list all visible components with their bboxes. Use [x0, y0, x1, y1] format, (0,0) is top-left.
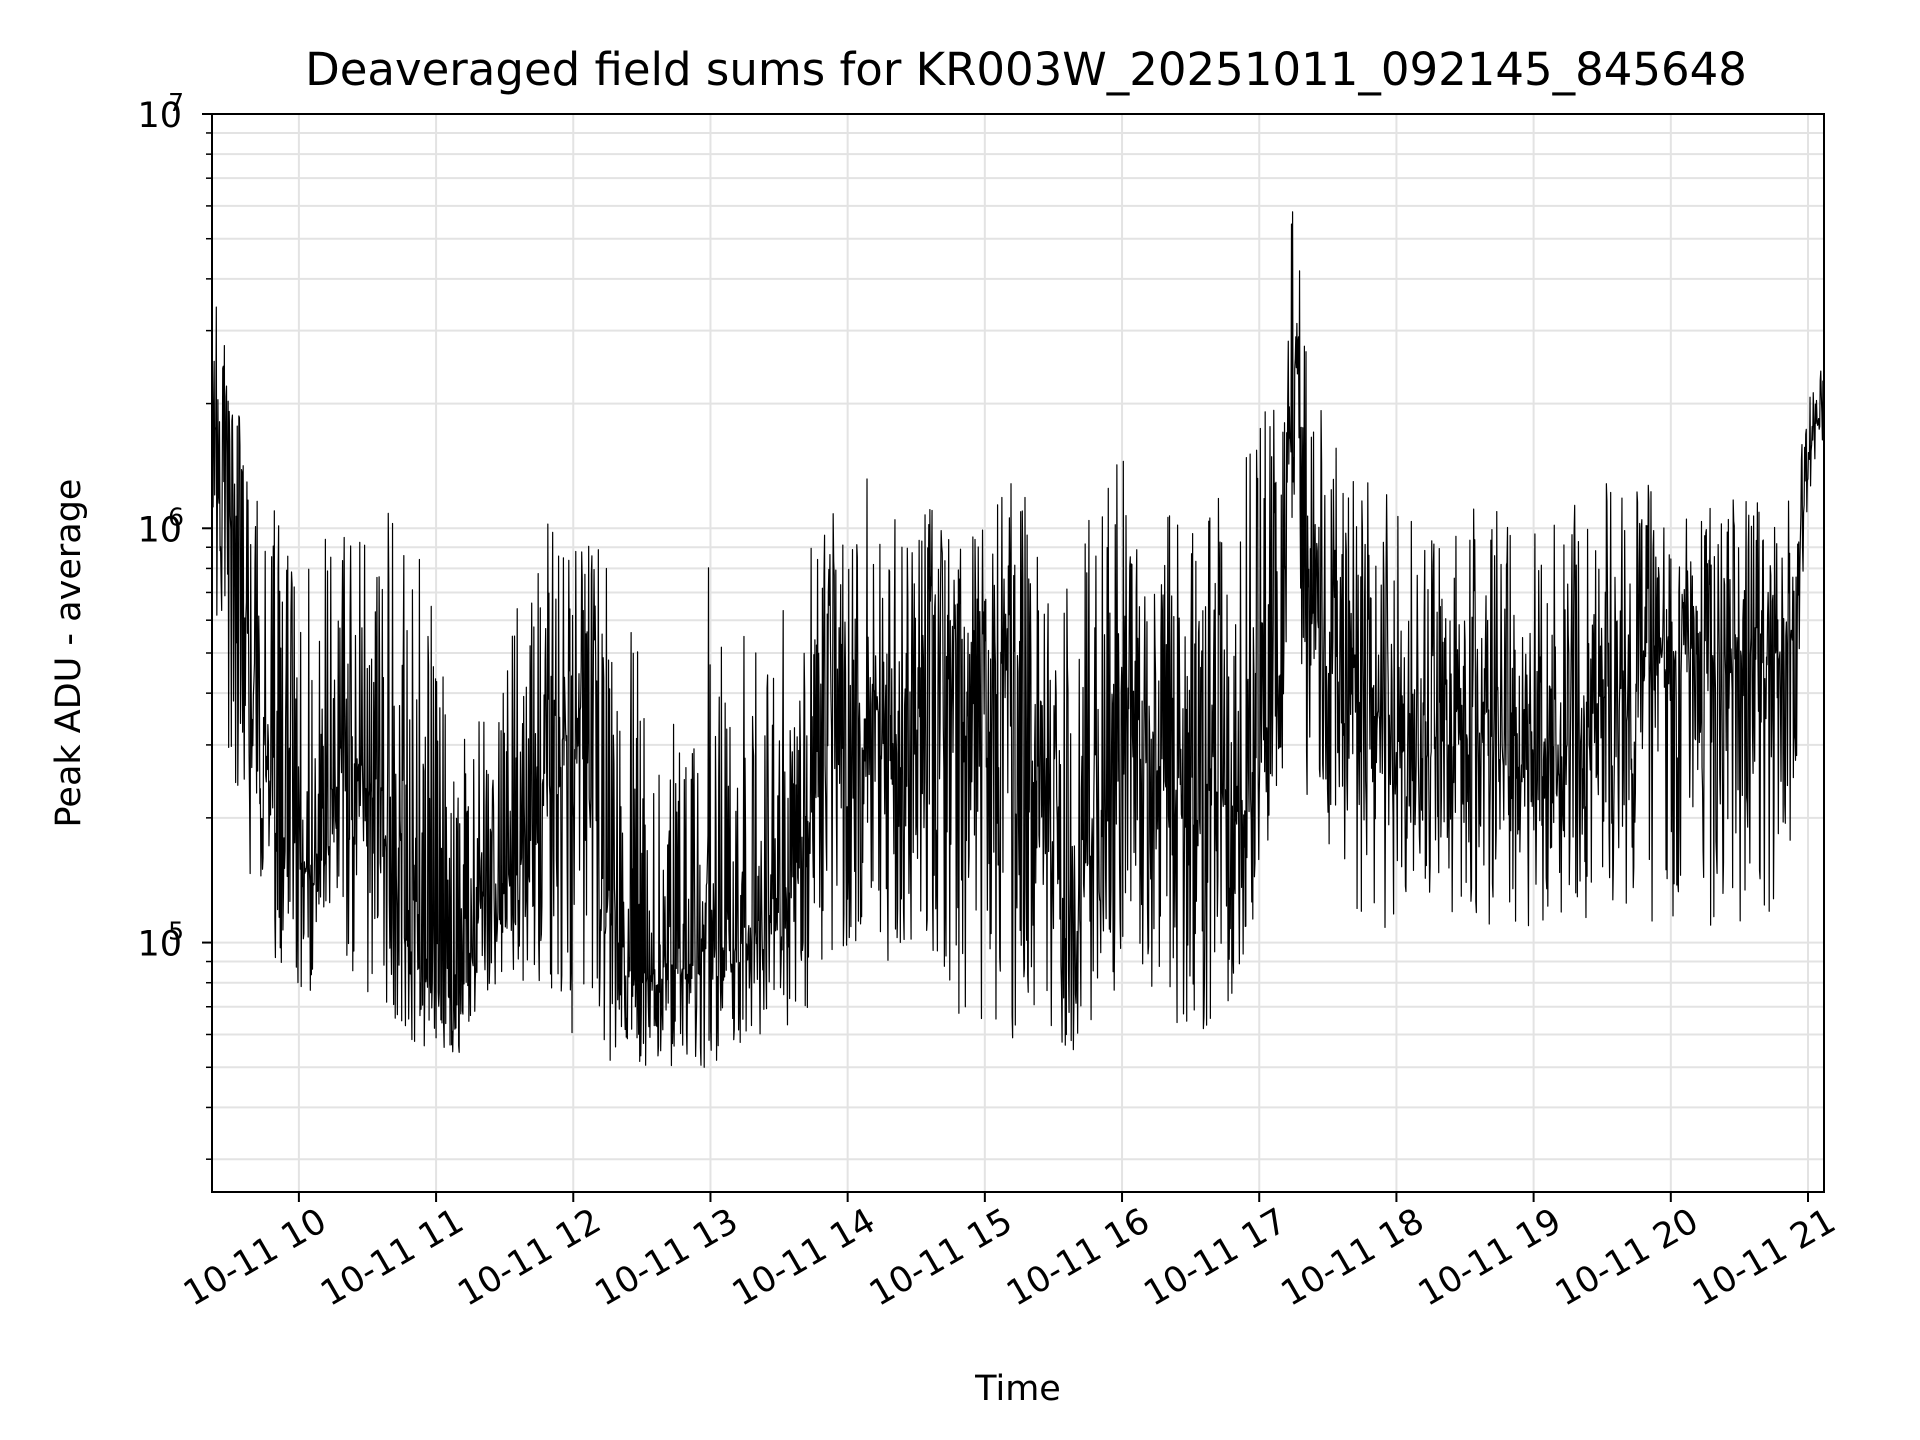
- x-tick-label: 10-11 21: [1686, 1201, 1842, 1314]
- x-tick-label: 10-11 15: [863, 1201, 1019, 1314]
- y-tick-base: 10: [137, 96, 182, 136]
- y-tick-exponent: 5: [168, 917, 184, 946]
- x-tick-label: 10-11 20: [1549, 1201, 1705, 1314]
- y-tick-label: 10: [137, 96, 182, 136]
- x-tick-label: 10-11 13: [589, 1201, 745, 1314]
- x-tick-label: 10-11 12: [451, 1201, 607, 1314]
- x-tick-label: 10-11 19: [1412, 1201, 1568, 1314]
- x-tick-label: 10-11 10: [177, 1201, 333, 1314]
- y-tick-exponent: 6: [168, 502, 184, 531]
- chart-title: Deaveraged field sums for KR003W_2025101…: [305, 43, 1747, 96]
- y-tick-exponent: 7: [168, 88, 184, 117]
- y-tick-label: 10: [137, 925, 182, 965]
- y-tick-label: 10: [137, 510, 182, 550]
- y-axis-label: Peak ADU - average: [49, 479, 89, 828]
- x-axis-label: Time: [974, 1369, 1061, 1409]
- y-tick-base: 10: [137, 925, 182, 965]
- x-tick-label: 10-11 14: [726, 1201, 882, 1314]
- x-tick-label: 10-11 11: [314, 1201, 470, 1314]
- x-tick-label: 10-11 17: [1137, 1201, 1293, 1314]
- series-line: [211, 211, 1825, 1068]
- y-tick-base: 10: [137, 510, 182, 550]
- data-series: [211, 211, 1825, 1068]
- x-tick-label: 10-11 16: [1000, 1201, 1156, 1314]
- x-tick-label: 10-11 18: [1275, 1201, 1431, 1314]
